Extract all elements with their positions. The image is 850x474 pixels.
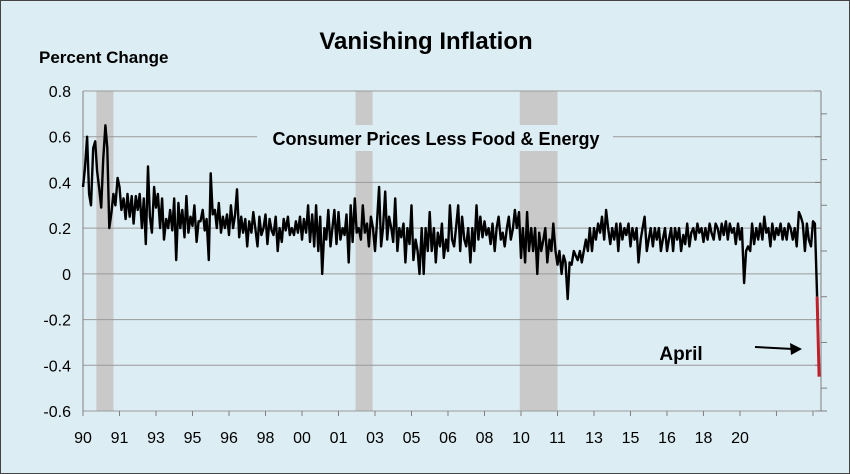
y-tick-label: 0.8 [49, 84, 71, 101]
y-tick-label: 0 [62, 267, 71, 284]
recession-band-0 [96, 91, 114, 411]
x-tick-label: 01 [330, 430, 348, 447]
y-tick-label: 0.4 [49, 175, 71, 192]
x-tick-label: 06 [439, 430, 457, 447]
x-tick-label: 20 [731, 430, 749, 447]
y-tick-labels: 0.8 0.6 0.4 0.2 0 -0.2 -0.4 -0.6 [43, 84, 71, 421]
x-tick-label: 18 [695, 430, 713, 447]
chart-title: Vanishing Inflation [319, 28, 532, 55]
chart-subtitle: Consumer Prices Less Food & Energy [272, 129, 599, 149]
annotation-arrow [754, 343, 802, 355]
y-tick-label: 0.2 [49, 221, 71, 238]
x-tick-label: 93 [147, 430, 165, 447]
x-tick-label: 91 [111, 430, 129, 447]
x-tick-label: 95 [184, 430, 202, 447]
x-tick-label: 00 [293, 430, 311, 447]
recession-band-1 [355, 91, 373, 411]
y-tick-label: -0.6 [43, 404, 71, 421]
x-tick-label: 10 [512, 430, 530, 447]
y-tick-label: 0.6 [49, 130, 71, 147]
x-tick-labels: 90 91 93 95 96 98 00 01 03 05 06 08 10 11 13 15 16 18 20 [74, 430, 749, 447]
subtitle-background [257, 125, 613, 151]
x-tick-label: 08 [476, 430, 494, 447]
y-axis-title: Percent Change [39, 48, 168, 67]
x-tick-label: 05 [403, 430, 421, 447]
y-tick-label: -0.2 [43, 313, 71, 330]
series-lines [81, 124, 821, 377]
x-tick-label: 98 [257, 430, 275, 447]
x-tick-label: 03 [366, 430, 384, 447]
x-tick-label: 16 [658, 430, 676, 447]
x-tick-label: 11 [549, 430, 566, 447]
annotation-label: April [659, 344, 702, 365]
x-tick-label: 13 [585, 430, 603, 447]
x-tick-label: 96 [220, 430, 238, 447]
x-tick-label: 90 [74, 430, 92, 447]
y-tick-label: -0.4 [43, 358, 71, 375]
core-cpi-line [81, 124, 819, 301]
april-drop-line [815, 296, 821, 377]
x-tick-label: 15 [622, 430, 640, 447]
